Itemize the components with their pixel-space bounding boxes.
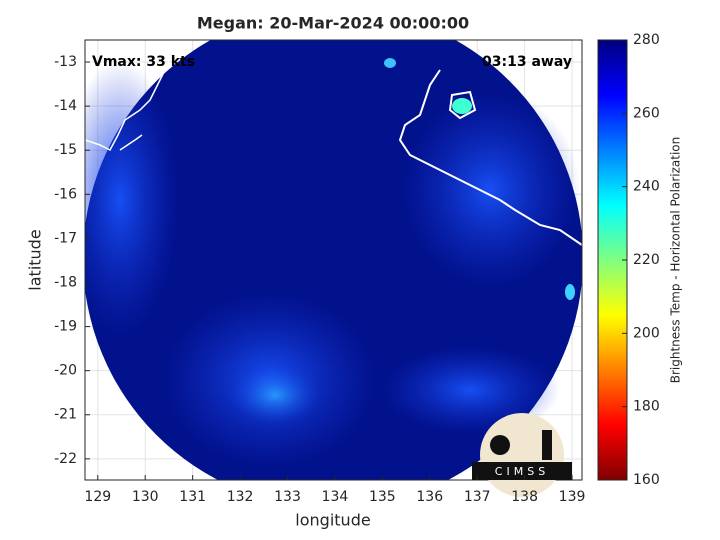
swath-texture xyxy=(380,345,560,435)
swath-texture xyxy=(565,284,575,300)
x-tick-label: 135 xyxy=(369,489,396,505)
colorbar-tick-label: 200 xyxy=(633,325,660,341)
annotation: 03:13 away xyxy=(482,54,572,70)
x-tick-label: 137 xyxy=(464,489,491,505)
y-tick-label: -22 xyxy=(54,451,77,467)
chart-title: Megan: 20-Mar-2024 00:00:00 xyxy=(197,14,469,33)
x-tick-label: 130 xyxy=(132,489,159,505)
y-tick-label: -20 xyxy=(54,363,77,379)
x-tick-label: 139 xyxy=(559,489,586,505)
x-tick-label: 134 xyxy=(322,489,349,505)
swath-texture xyxy=(452,98,472,114)
logo-band xyxy=(472,462,572,480)
x-tick-label: 129 xyxy=(84,489,111,505)
logo-icon xyxy=(490,435,510,455)
swath-texture xyxy=(384,58,396,68)
y-tick-label: -13 xyxy=(54,54,77,70)
y-tick-label: -15 xyxy=(54,142,77,158)
colorbar-tick-label: 260 xyxy=(633,105,660,121)
logo-text: CIMSS xyxy=(495,465,549,478)
x-axis-label: longitude xyxy=(295,511,370,530)
colorbar-tick-label: 280 xyxy=(633,32,660,48)
swath xyxy=(85,40,582,480)
x-tick-label: 136 xyxy=(416,489,443,505)
y-tick-label: -21 xyxy=(54,407,77,423)
y-axis-label: latitude xyxy=(26,229,45,290)
colorbar-label: Brightness Temp - Horizontal Polarizatio… xyxy=(669,137,683,384)
annotation: Vmax: 33 kts xyxy=(92,54,195,70)
x-tick-label: 132 xyxy=(227,489,254,505)
logo: CIMSS xyxy=(472,413,572,497)
logo-icon xyxy=(542,430,552,460)
colorbar-tick-label: 240 xyxy=(633,179,660,195)
coastline xyxy=(85,41,186,151)
y-tick-label: -14 xyxy=(54,98,77,114)
colorbar-tick-label: 180 xyxy=(633,399,660,415)
x-tick-label: 138 xyxy=(511,489,538,505)
y-tick-label: -17 xyxy=(54,230,77,246)
y-tick-label: -16 xyxy=(54,186,77,202)
swath-texture xyxy=(85,60,180,340)
colorbar-tick-label: 220 xyxy=(633,252,660,268)
y-tick-label: -18 xyxy=(54,274,77,290)
plot-frame xyxy=(84,39,583,481)
x-tick-label: 131 xyxy=(179,489,206,505)
coastline xyxy=(398,69,582,246)
colorbar-tick-label: 160 xyxy=(633,472,660,488)
x-tick-label: 133 xyxy=(274,489,301,505)
swath-texture xyxy=(230,365,320,425)
swath-texture xyxy=(400,90,580,290)
y-tick-label: -19 xyxy=(54,319,77,335)
